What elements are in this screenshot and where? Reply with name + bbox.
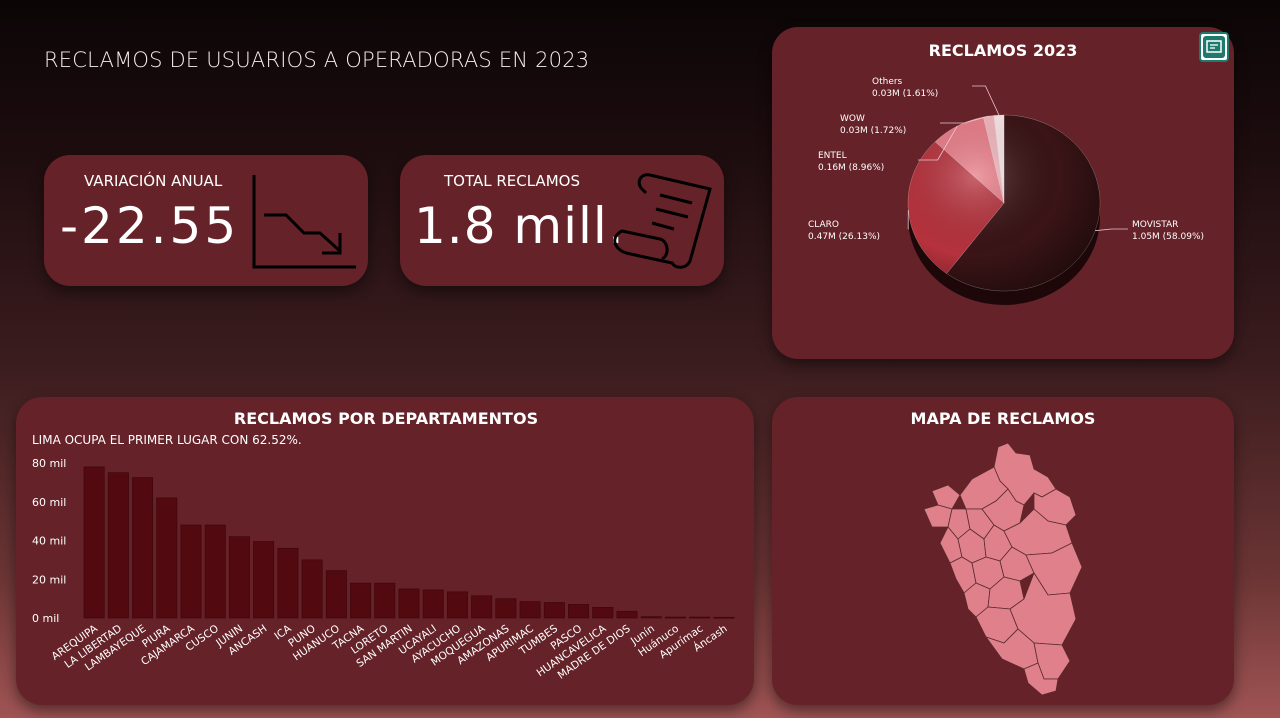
pie-label-value: 0.47M (26.13%) [808,232,880,242]
bar-16[interactable] [471,595,493,619]
map-card: MAPA DE RECLAMOS [772,397,1234,705]
bar-26[interactable] [713,616,735,619]
bar-23[interactable] [640,616,662,619]
y-tick-label: 20 mil [32,573,66,586]
pie-leader-line [972,85,1000,116]
document-scroll-icon [613,173,712,269]
bar-card-title: RECLAMOS POR DEPARTAMENTOS [233,409,539,428]
bar-12[interactable] [374,582,396,619]
bar-19[interactable] [543,602,565,619]
bar-9[interactable] [301,559,323,619]
bar-6[interactable] [228,536,250,619]
pie-label-name: Others [872,77,903,87]
bar-2[interactable] [132,477,154,619]
bar-22[interactable] [616,610,638,619]
focus-mode-icon [1203,36,1225,58]
pie-label-name: MOVISTAR [1132,220,1178,230]
kpi-value-total: 1.8 mill. [414,197,625,255]
kpi-value-variacion: -22.55 [60,197,240,255]
pie-chart: MOVISTAR 1.05M (58.09%) CLARO 0.47M (26.13%… [808,77,1204,305]
pie-label-value: 0.03M (1.61%) [872,89,938,99]
bar-24[interactable] [664,616,686,619]
bar-18[interactable] [519,601,541,619]
bar-3[interactable] [156,497,178,619]
bar-15[interactable] [446,591,468,619]
pie-leader-line [1095,228,1128,232]
bar-17[interactable] [495,598,517,619]
y-tick-label: 0 mil [32,612,59,625]
pie-label-value: 1.05M (58.09%) [1132,232,1204,242]
pie-leader-line [940,115,989,124]
kpi-label-variacion: VARIACIÓN ANUAL [84,172,223,190]
pie-leader-line [918,125,958,161]
bar-card-subtitle: LIMA OCUPA EL PRIMER LUGAR CON 62.52%. [32,433,302,447]
bar-11[interactable] [350,582,372,619]
pie-label-name: ENTEL [818,151,847,161]
bar-21[interactable] [592,607,614,619]
bar-13[interactable] [398,588,420,619]
kpi-label-total: TOTAL RECLAMOS [444,172,580,190]
trend-down-icon [252,175,356,269]
bar-10[interactable] [325,570,347,619]
bar-7[interactable] [253,541,275,619]
peru-map[interactable] [772,397,1234,705]
bar-20[interactable] [568,604,590,619]
bar-14[interactable] [422,589,444,619]
pie-card-title: RECLAMOS 2023 [928,41,1078,60]
page-title: RECLAMOS DE USUARIOS A OPERADORAS EN 202… [44,48,590,72]
y-tick-label: 40 mil [32,535,66,548]
pie-label-value: 0.16M (8.96%) [818,163,884,173]
pie-card: RECLAMOS 2023 MOVISTAR 1.05M (58.09%) CLAR… [772,27,1234,359]
pie-label-value: 0.03M (1.72%) [840,126,906,136]
kpi-card-variacion: VARIACIÓN ANUAL -22.55 [44,155,368,286]
pie-label-name: WOW [840,114,865,124]
pie-label-name: CLARO [808,220,839,230]
y-tick-label: 80 mil [32,457,66,470]
map-regions [923,442,1083,696]
y-tick-label: 60 mil [32,496,66,509]
bar-4[interactable] [180,524,202,619]
bar-5[interactable] [204,524,226,619]
bar-8[interactable] [277,547,299,619]
bar-1[interactable] [107,472,129,619]
bar-card: RECLAMOS POR DEPARTAMENTOS LIMA OCUPA EL… [16,397,754,705]
bar-0[interactable] [83,466,105,619]
bar-25[interactable] [689,616,711,619]
map-card-title: MAPA DE RECLAMOS [910,409,1096,428]
kpi-card-total: TOTAL RECLAMOS 1.8 mill. [400,155,724,286]
focus-mode-button[interactable] [1199,32,1229,62]
